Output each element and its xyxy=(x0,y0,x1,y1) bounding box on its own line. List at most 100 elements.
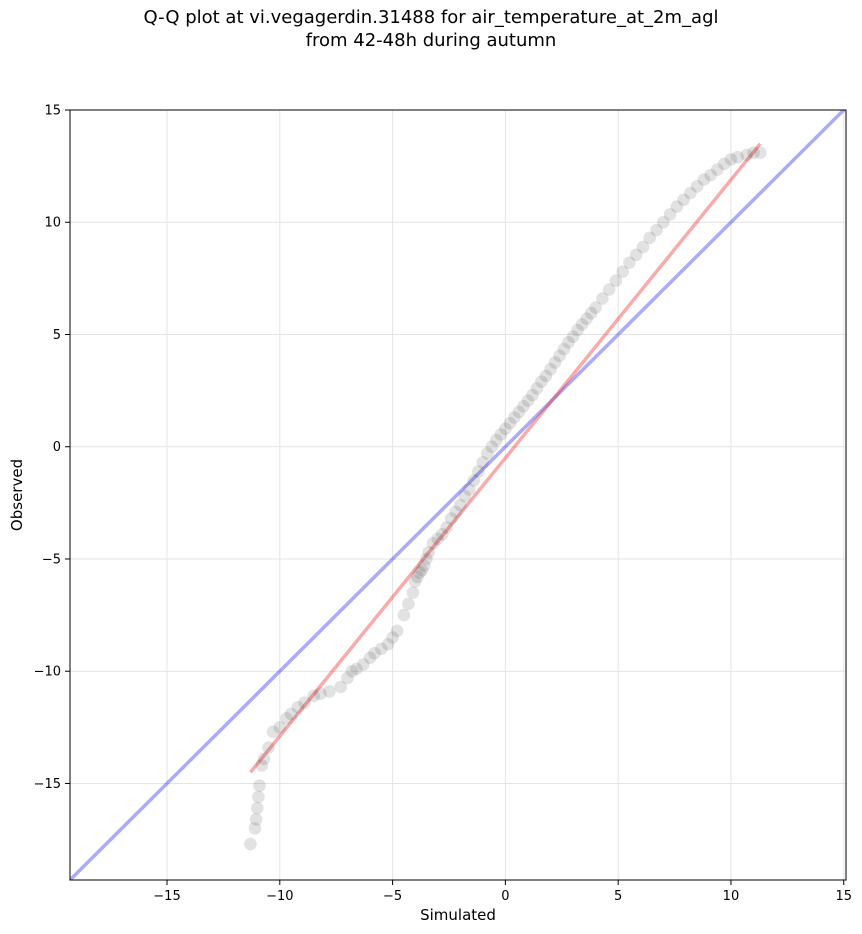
chart-title-line-1: Q-Q plot at vi.vegagerdin.31488 for air_… xyxy=(143,7,719,28)
quantile-point xyxy=(411,570,424,584)
quantile-point xyxy=(711,163,724,176)
y-tick-label: −5 xyxy=(42,552,61,567)
quantile-point xyxy=(298,696,311,709)
x-tick-label: 0 xyxy=(501,889,509,904)
chart-title: Q-Q plot at vi.vegagerdin.31488 for air_… xyxy=(0,6,862,52)
quantile-point xyxy=(663,208,677,221)
quantile-point xyxy=(431,532,444,546)
quantile-point xyxy=(476,456,490,469)
chart-title-line-2: from 42-48h during autumn xyxy=(305,30,557,51)
quantile-point xyxy=(250,801,264,815)
quantile-point xyxy=(307,689,320,703)
quantile-point xyxy=(262,741,275,754)
quantile-point xyxy=(553,349,566,363)
quantile-point xyxy=(248,822,262,835)
quantile-point xyxy=(255,759,269,772)
quantile-point xyxy=(417,559,431,573)
quantile-point xyxy=(334,680,347,694)
quantile-point xyxy=(406,586,420,599)
quantile-point xyxy=(356,658,370,671)
quantile-point xyxy=(481,447,494,460)
quantile-point xyxy=(462,483,476,496)
quantile-point xyxy=(291,700,305,714)
quantile-point xyxy=(589,301,602,314)
quantile-point xyxy=(526,388,539,402)
y-tick-label: −15 xyxy=(34,777,61,792)
quantile-point xyxy=(602,283,616,296)
quantile-point xyxy=(253,779,266,793)
quantile-point xyxy=(341,671,354,685)
quantile-point xyxy=(323,685,336,698)
x-tick-label: −5 xyxy=(383,889,402,904)
quantile-point xyxy=(252,790,265,804)
quantile-point xyxy=(408,575,422,588)
quantile-point xyxy=(244,837,257,851)
quantile-point xyxy=(375,642,388,656)
quantile-point xyxy=(557,342,571,356)
quantile-point xyxy=(472,465,485,478)
quantile-point xyxy=(530,382,544,395)
quantile-point xyxy=(753,146,767,159)
quantile-point xyxy=(386,631,399,644)
quantile-point xyxy=(697,173,711,186)
quantile-point xyxy=(453,498,467,512)
quantile-point xyxy=(609,274,623,287)
x-tick-label: 5 xyxy=(614,889,622,904)
quantile-point xyxy=(314,687,327,700)
quantile-point xyxy=(440,521,454,534)
quantile-point xyxy=(616,265,629,278)
quantile-point xyxy=(284,707,298,721)
quantile-point xyxy=(717,157,731,171)
y-tick-label: 10 xyxy=(44,216,61,231)
quantile-point xyxy=(747,146,760,159)
quantile-point xyxy=(684,186,697,200)
y-tick-label: 0 xyxy=(53,440,61,455)
y-tick-label: −10 xyxy=(34,665,61,680)
quantile-point xyxy=(623,256,636,269)
quantile-point xyxy=(731,150,745,164)
quantile-point xyxy=(402,597,415,611)
quantile-point xyxy=(257,752,271,766)
quantile-point xyxy=(249,813,263,826)
x-tick-label: −10 xyxy=(266,889,293,904)
quantile-point xyxy=(390,624,404,638)
quantile-point xyxy=(562,336,575,349)
quantile-point xyxy=(280,712,293,725)
x-tick-label: 15 xyxy=(835,889,852,904)
quantile-point xyxy=(539,369,553,383)
quantile-point xyxy=(363,651,377,665)
x-axis-label: Simulated xyxy=(420,906,496,924)
plot-area xyxy=(70,110,846,880)
quantile-point xyxy=(422,545,435,559)
quantile-point xyxy=(517,400,530,413)
quantile-point xyxy=(690,180,704,193)
quantile-point xyxy=(544,362,557,376)
quantile-point xyxy=(415,563,429,577)
identity-line xyxy=(70,110,846,880)
quantile-point xyxy=(656,215,670,229)
quantile-point xyxy=(467,474,481,487)
quantile-point xyxy=(413,566,426,579)
quantile-point xyxy=(397,608,411,622)
quantile-point xyxy=(435,527,449,541)
axis-ticks: −15 −10 −5 0 5 10 15 −15 −10 −5 0 5 10 15 xyxy=(34,104,852,905)
quantile-point xyxy=(571,323,584,337)
quantile-point xyxy=(266,725,280,739)
quantile-point xyxy=(444,512,458,525)
quantile-point xyxy=(584,306,598,320)
y-tick-label: 5 xyxy=(53,328,61,343)
quantile-point xyxy=(381,637,395,651)
quantile-point xyxy=(521,394,535,408)
y-tick-label: 15 xyxy=(44,104,61,119)
quantile-point xyxy=(580,312,593,326)
quantile-point xyxy=(458,489,472,503)
x-tick-label: −15 xyxy=(153,889,180,904)
quantile-point xyxy=(643,231,657,245)
x-tick-label: 10 xyxy=(723,889,740,904)
quantile-point xyxy=(596,292,609,305)
quantile-point xyxy=(575,318,589,331)
quantile-point xyxy=(704,168,717,182)
quantile-point xyxy=(508,411,521,424)
